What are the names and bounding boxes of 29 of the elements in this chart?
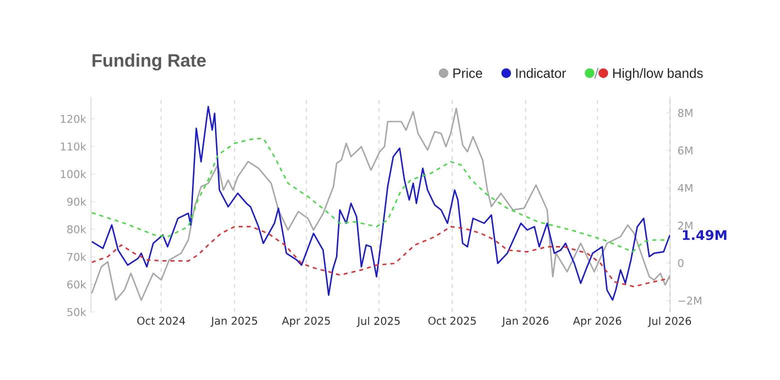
y2-tick-label: 2M — [678, 222, 692, 230]
legend-label: Indicator — [516, 68, 566, 78]
y2-tick-label: 4M — [678, 184, 692, 192]
y2-tick-label: 0 — [678, 258, 684, 268]
y-tick-label: 110k — [60, 142, 86, 151]
y-tick-label: 50k — [67, 308, 86, 316]
y-tick-label: 80k — [67, 225, 86, 234]
x-tick-label: Jul 2026 — [648, 316, 692, 327]
x-tick-label: Apr 2025 — [282, 316, 330, 327]
y-tick-label: 100k — [60, 170, 86, 178]
x-tick-label: Oct 2025 — [428, 316, 476, 325]
chart-title: Funding Rate — [92, 54, 206, 70]
y2-tick-label: −2M — [678, 296, 702, 305]
x-tick-label: Jan 2025 — [210, 316, 258, 327]
line-series — [91, 138, 670, 253]
y2-tick-label: 8M — [678, 108, 692, 117]
x-tick-label: Apr 2026 — [573, 316, 622, 327]
line-series — [91, 226, 670, 288]
y-tick-label: 90k — [67, 197, 86, 206]
x-tick-label: Jul 2025 — [356, 316, 400, 327]
legend-label: High/low bands — [613, 68, 703, 81]
y-tick-label: 70k — [67, 252, 86, 261]
x-tick-label: Oct 2024 — [137, 316, 186, 325]
y-tick-label: 60k — [67, 280, 86, 289]
legend-label: Price — [453, 68, 482, 78]
text: 1.49M — [682, 230, 726, 240]
x-tick-label: Jan 2026 — [502, 316, 548, 327]
y-tick-label: 120k — [60, 114, 86, 123]
y2-tick-label: 6M — [678, 146, 692, 155]
